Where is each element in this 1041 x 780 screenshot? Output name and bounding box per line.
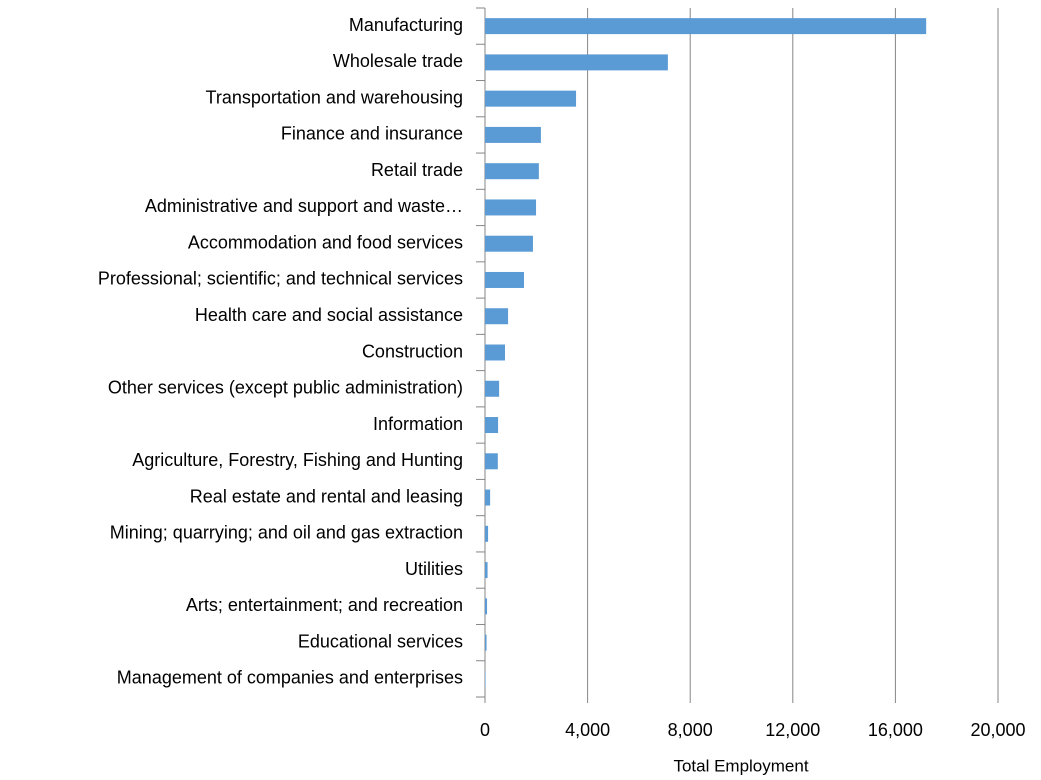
bar <box>485 562 488 579</box>
bar <box>485 90 577 107</box>
y-tick-label: Manufacturing <box>349 15 463 35</box>
bar <box>485 199 537 216</box>
bar <box>485 634 487 651</box>
x-tick-label: 8,000 <box>668 720 713 740</box>
x-tick-label: 16,000 <box>868 720 923 740</box>
bar <box>485 308 509 325</box>
y-tick-label: Construction <box>362 341 463 361</box>
y-tick-label: Retail trade <box>371 160 463 180</box>
y-tick-label: Educational services <box>298 631 463 651</box>
y-tick-label: Other services (except public administra… <box>108 378 463 398</box>
x-tick-label: 0 <box>480 720 490 740</box>
x-tick-label: 20,000 <box>970 720 1025 740</box>
y-tick-label: Health care and social assistance <box>195 305 463 325</box>
y-tick-label: Accommodation and food services <box>188 232 463 252</box>
bar <box>485 18 927 35</box>
bar <box>485 489 491 506</box>
bar <box>485 163 539 180</box>
bar <box>485 525 489 542</box>
y-tick-label: Professional; scientific; and technical … <box>98 269 463 289</box>
bar <box>485 344 506 361</box>
x-axis-label: Total Employment <box>673 756 808 775</box>
bar <box>485 380 500 397</box>
y-tick-label: Finance and insurance <box>281 124 463 144</box>
y-tick-label: Transportation and warehousing <box>206 87 464 107</box>
y-tick-label: Management of companies and enterprises <box>117 668 463 688</box>
y-tick-label: Utilities <box>405 559 463 579</box>
bar <box>485 54 668 71</box>
bar <box>485 126 541 143</box>
y-tick-label: Mining; quarrying; and oil and gas extra… <box>110 523 463 543</box>
bar <box>485 453 498 470</box>
bar <box>485 271 524 288</box>
bar <box>485 417 499 434</box>
y-tick-label: Real estate and rental and leasing <box>190 486 463 506</box>
y-tick-label: Arts; entertainment; and recreation <box>186 595 463 615</box>
y-tick-label: Administrative and support and waste… <box>145 196 463 216</box>
bar <box>485 598 488 615</box>
bar <box>485 670 486 687</box>
y-tick-label: Information <box>373 414 463 434</box>
x-tick-label: 12,000 <box>765 720 820 740</box>
bar <box>485 235 533 252</box>
y-tick-label: Agriculture, Forestry, Fishing and Hunti… <box>132 450 463 470</box>
x-tick-label: 4,000 <box>565 720 610 740</box>
y-tick-label: Wholesale trade <box>333 51 463 71</box>
